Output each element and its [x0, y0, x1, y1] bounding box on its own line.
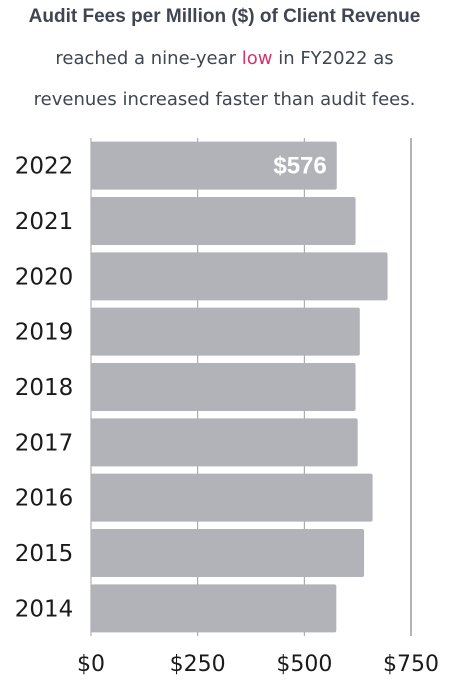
y-tick-label: 2021: [15, 209, 74, 235]
bar: [91, 307, 360, 356]
bar: [91, 141, 337, 190]
bar: [91, 418, 358, 467]
subtitle-text-after: in FY2022 as: [272, 48, 394, 69]
y-tick-label: 2017: [15, 430, 74, 456]
x-tick-label: $500: [276, 652, 332, 677]
bar: [91, 473, 373, 522]
y-tick-label: 2015: [15, 541, 74, 567]
y-tick-label: 2022: [15, 154, 74, 180]
y-tick-label: 2018: [15, 375, 74, 401]
x-tick-label: $0: [77, 652, 105, 677]
bar: [91, 252, 388, 301]
bar: [91, 584, 337, 633]
bar: [91, 363, 356, 411]
chart-subtitle-line-2: revenues increased faster than audit fee…: [33, 89, 416, 110]
bar: [91, 529, 365, 577]
y-tick-label: 2016: [15, 486, 74, 512]
y-tick-label: 2019: [15, 320, 74, 346]
chart-title: Audit Fees per Million ($) of Client Rev…: [28, 6, 421, 27]
y-tick-label: 2014: [15, 596, 74, 622]
bar: [91, 197, 356, 245]
y-tick-label: 2020: [15, 264, 74, 290]
data-label: $576: [273, 153, 326, 180]
subtitle-text-before: reached a nine-year: [55, 48, 242, 69]
x-tick-label: $750: [383, 652, 439, 677]
chart-subtitle-line-1: reached a nine-year low in FY2022 as: [0, 48, 449, 69]
subtitle-highlight-low: low: [241, 48, 273, 69]
x-tick-label: $250: [170, 652, 226, 677]
